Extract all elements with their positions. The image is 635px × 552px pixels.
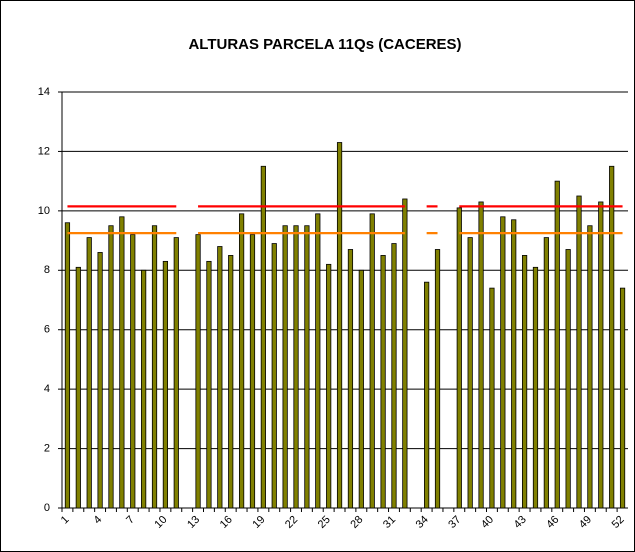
y-tick-label: 12: [38, 145, 50, 157]
bar: [489, 287, 495, 509]
bar: [75, 266, 81, 509]
bar: [315, 213, 321, 509]
bar: [162, 260, 169, 509]
bar: [304, 225, 310, 509]
bar: [141, 269, 147, 509]
bar: [64, 222, 71, 509]
bar: [86, 237, 92, 509]
bar: [402, 198, 408, 509]
bar: [195, 234, 201, 509]
y-tick-label: 0: [44, 502, 50, 514]
bar: [598, 201, 604, 509]
bar: [467, 237, 473, 509]
bar: [565, 249, 571, 509]
bar: [521, 255, 528, 509]
bar: [500, 216, 506, 509]
y-tick-label: 4: [44, 383, 50, 395]
bar: [249, 234, 256, 509]
bar: [511, 219, 517, 509]
y-tick-label: 10: [38, 205, 50, 217]
bar: [173, 237, 179, 509]
bar: [554, 180, 560, 509]
bar: [282, 225, 288, 509]
bar: [576, 195, 582, 509]
bar: [238, 213, 245, 509]
y-tick-label: 14: [38, 86, 50, 98]
y-tick-label: 8: [44, 264, 50, 276]
bar: [326, 263, 332, 509]
bar: [358, 269, 364, 509]
bar: [380, 255, 386, 509]
y-tick-label: 6: [44, 324, 50, 336]
bar: [543, 237, 549, 509]
y-tick-label: 2: [44, 442, 50, 454]
bar: [609, 165, 615, 509]
bar: [391, 243, 397, 509]
bar: [260, 165, 266, 509]
bar: [369, 213, 375, 509]
bar: [587, 225, 593, 509]
bar: [347, 249, 354, 509]
bar: [151, 225, 158, 509]
bar: [336, 142, 343, 509]
bar: [228, 255, 234, 509]
bar: [97, 252, 103, 509]
bar: [424, 281, 430, 509]
bar: [108, 225, 114, 509]
bar: [619, 287, 626, 509]
bar: [119, 216, 125, 509]
chart-title: ALTURAS PARCELA 11Qs (CACERES): [188, 36, 461, 53]
bar: [293, 225, 299, 509]
bar: [532, 266, 539, 509]
bar: [130, 234, 136, 509]
bar: [217, 246, 223, 509]
bar: [434, 249, 441, 509]
bar: [456, 207, 462, 509]
bar: [206, 260, 212, 509]
bar: [478, 201, 484, 509]
bar: [271, 243, 277, 509]
